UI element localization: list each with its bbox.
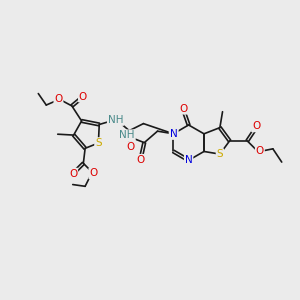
Text: S: S: [217, 149, 223, 159]
Text: N: N: [185, 155, 193, 165]
Text: O: O: [136, 155, 145, 165]
Text: N: N: [170, 129, 178, 139]
Text: S: S: [95, 138, 102, 148]
Text: O: O: [89, 168, 98, 178]
Text: O: O: [252, 122, 260, 131]
Text: N: N: [169, 129, 177, 139]
Text: NH: NH: [108, 115, 123, 125]
Text: O: O: [69, 169, 77, 178]
Text: O: O: [79, 92, 87, 102]
Text: O: O: [179, 104, 188, 114]
Text: O: O: [54, 94, 63, 104]
Text: NH: NH: [119, 130, 135, 140]
Text: O: O: [256, 146, 264, 157]
Text: O: O: [126, 142, 134, 152]
